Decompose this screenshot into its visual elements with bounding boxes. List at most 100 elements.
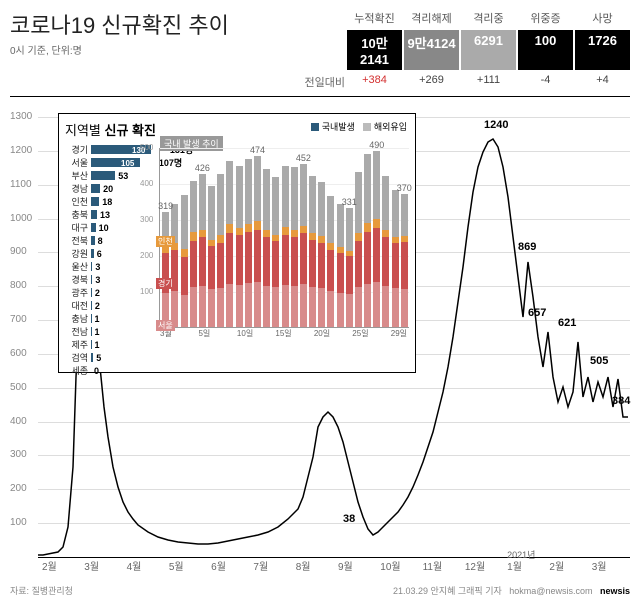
mini-seg-seoul xyxy=(373,282,380,327)
y-tick-label: 800 xyxy=(10,280,27,291)
mini-top-label: 426 xyxy=(195,163,210,173)
y-tick-label: 900 xyxy=(10,246,27,257)
y-tick-label: 100 xyxy=(10,517,27,528)
mini-top-label: 319 xyxy=(158,201,173,211)
mini-seg-gyeonggi xyxy=(263,237,270,286)
delta-label: 전일대비 xyxy=(297,72,345,92)
mini-seg-other xyxy=(300,164,307,225)
mini-bar xyxy=(236,166,243,327)
stat-value: 6291 xyxy=(461,30,516,70)
mini-seg-gyeonggi xyxy=(401,242,408,289)
mini-seg-gyeonggi xyxy=(355,241,362,288)
mini-series-label: 서울 xyxy=(156,320,175,331)
region-name: 충북 xyxy=(65,208,91,221)
mini-seg-incheon xyxy=(364,223,371,232)
mini-y-label: 200 xyxy=(140,251,153,260)
mini-seg-incheon xyxy=(300,226,307,234)
region-value: 8 xyxy=(95,236,103,246)
region-value: 1 xyxy=(91,314,99,324)
mini-seg-other xyxy=(199,174,206,230)
callout-label: 384 xyxy=(612,395,630,407)
mini-seg-seoul xyxy=(337,293,344,327)
mini-seg-gyeonggi xyxy=(254,230,261,282)
mini-seg-incheon xyxy=(254,221,261,230)
mini-seg-seoul xyxy=(309,287,316,327)
mini-seg-other xyxy=(337,204,344,247)
mini-seg-incheon xyxy=(162,246,169,253)
mini-seg-other xyxy=(392,190,399,237)
region-value: 0 xyxy=(91,366,99,376)
mini-seg-other xyxy=(226,161,233,224)
region-name: 경북 xyxy=(65,273,91,286)
region-bar xyxy=(91,197,99,206)
mini-seg-incheon xyxy=(282,227,289,235)
mini-y-label: 500 xyxy=(140,143,153,152)
mini-seg-seoul xyxy=(263,286,270,327)
region-bar xyxy=(91,171,115,180)
region-row: 검역5 xyxy=(65,351,409,364)
x-tick-label: 3월 xyxy=(84,558,99,573)
mini-bar xyxy=(346,208,353,327)
mini-seg-incheon xyxy=(245,224,252,232)
x-tick-label: 8월 xyxy=(296,558,311,573)
page-subtitle: 0시 기준, 단위:명 xyxy=(10,42,229,57)
mini-seg-gyeonggi xyxy=(373,228,380,282)
region-value: 6 xyxy=(94,249,102,259)
mini-seg-gyeonggi xyxy=(392,243,399,288)
mini-bar xyxy=(254,156,261,327)
mini-seg-seoul xyxy=(236,285,243,327)
mini-bar xyxy=(263,169,270,327)
stats-delta-row: 전일대비 +384+269+111-4+4 xyxy=(297,72,630,92)
mini-seg-gyeonggi xyxy=(318,243,325,288)
mini-bar xyxy=(309,176,316,327)
mini-x-label: 15일 xyxy=(275,328,291,339)
title-block: 코로나19 신규확진 추이 0시 기준, 단위:명 xyxy=(10,8,229,57)
region-value: 5 xyxy=(93,353,101,363)
region-name: 전남 xyxy=(65,325,91,338)
mini-bar xyxy=(291,167,298,327)
mini-top-label: 474 xyxy=(250,145,265,155)
region-name: 세종 xyxy=(65,364,91,377)
region-name: 인천 xyxy=(65,195,91,208)
x-tick-label: 2월 xyxy=(549,558,564,573)
mini-bar xyxy=(171,204,178,327)
callout-label: 38 xyxy=(343,513,355,525)
mini-seg-incheon xyxy=(226,224,233,233)
mini-bar xyxy=(318,182,325,327)
stat-value: 10만2141 xyxy=(347,30,402,70)
mini-seg-incheon xyxy=(199,230,206,237)
y-tick-label: 400 xyxy=(10,416,27,427)
mini-seg-incheon xyxy=(217,235,224,243)
x-tick-label: 3월 xyxy=(592,558,607,573)
mini-x-label: 5일 xyxy=(198,328,210,339)
mini-bar xyxy=(401,194,408,327)
mini-x-label: 10일 xyxy=(237,328,253,339)
x-tick-label: 4월 xyxy=(127,558,142,573)
stat-delta: +4 xyxy=(575,72,630,92)
mini-seg-other xyxy=(208,186,215,240)
x-tick-label: 5월 xyxy=(169,558,184,573)
mini-seg-seoul xyxy=(355,287,362,327)
mini-bar xyxy=(364,154,371,327)
mini-seg-incheon xyxy=(291,230,298,237)
callout-label: 869 xyxy=(518,241,536,253)
mini-seg-seoul xyxy=(282,285,289,327)
y-tick-label: 300 xyxy=(10,449,27,460)
mini-seg-gyeonggi xyxy=(272,241,279,287)
mini-bar xyxy=(382,176,389,327)
mini-seg-gyeonggi xyxy=(327,250,334,291)
mini-seg-other xyxy=(282,166,289,227)
mini-seg-seoul xyxy=(245,283,252,327)
stat-label: 누적확진 xyxy=(347,8,402,28)
region-name: 서울 xyxy=(65,156,91,169)
stat-delta: +269 xyxy=(404,72,459,92)
mini-seg-seoul xyxy=(181,295,188,327)
mini-y-label: 300 xyxy=(140,215,153,224)
mini-seg-other xyxy=(401,194,408,236)
y-tick-label: 500 xyxy=(10,382,27,393)
mini-bar xyxy=(327,196,334,327)
mini-seg-incheon xyxy=(382,230,389,237)
mini-seg-other xyxy=(382,176,389,230)
region-name: 광주 xyxy=(65,286,91,299)
region-value: 1 xyxy=(91,327,99,337)
